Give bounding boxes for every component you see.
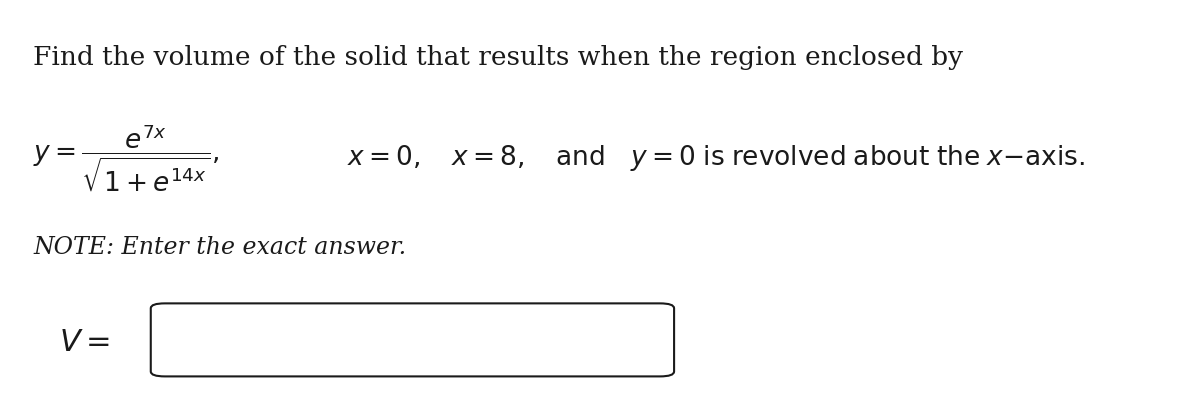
Text: $V =$: $V =$ [59, 327, 110, 358]
Text: $x = 0, \quad x = 8, \quad \mathrm{and} \quad y = 0 \; \mathrm{is \; revolved \;: $x = 0, \quad x = 8, \quad \mathrm{and} … [347, 143, 1085, 173]
Text: NOTE: Enter the exact answer.: NOTE: Enter the exact answer. [34, 235, 407, 259]
Text: Find the volume of the solid that results when the region enclosed by: Find the volume of the solid that result… [34, 45, 964, 69]
Text: $y = \dfrac{e^{7x}}{\sqrt{1+e^{14x}}},$: $y = \dfrac{e^{7x}}{\sqrt{1+e^{14x}}},$ [34, 122, 220, 194]
FancyBboxPatch shape [151, 304, 674, 377]
